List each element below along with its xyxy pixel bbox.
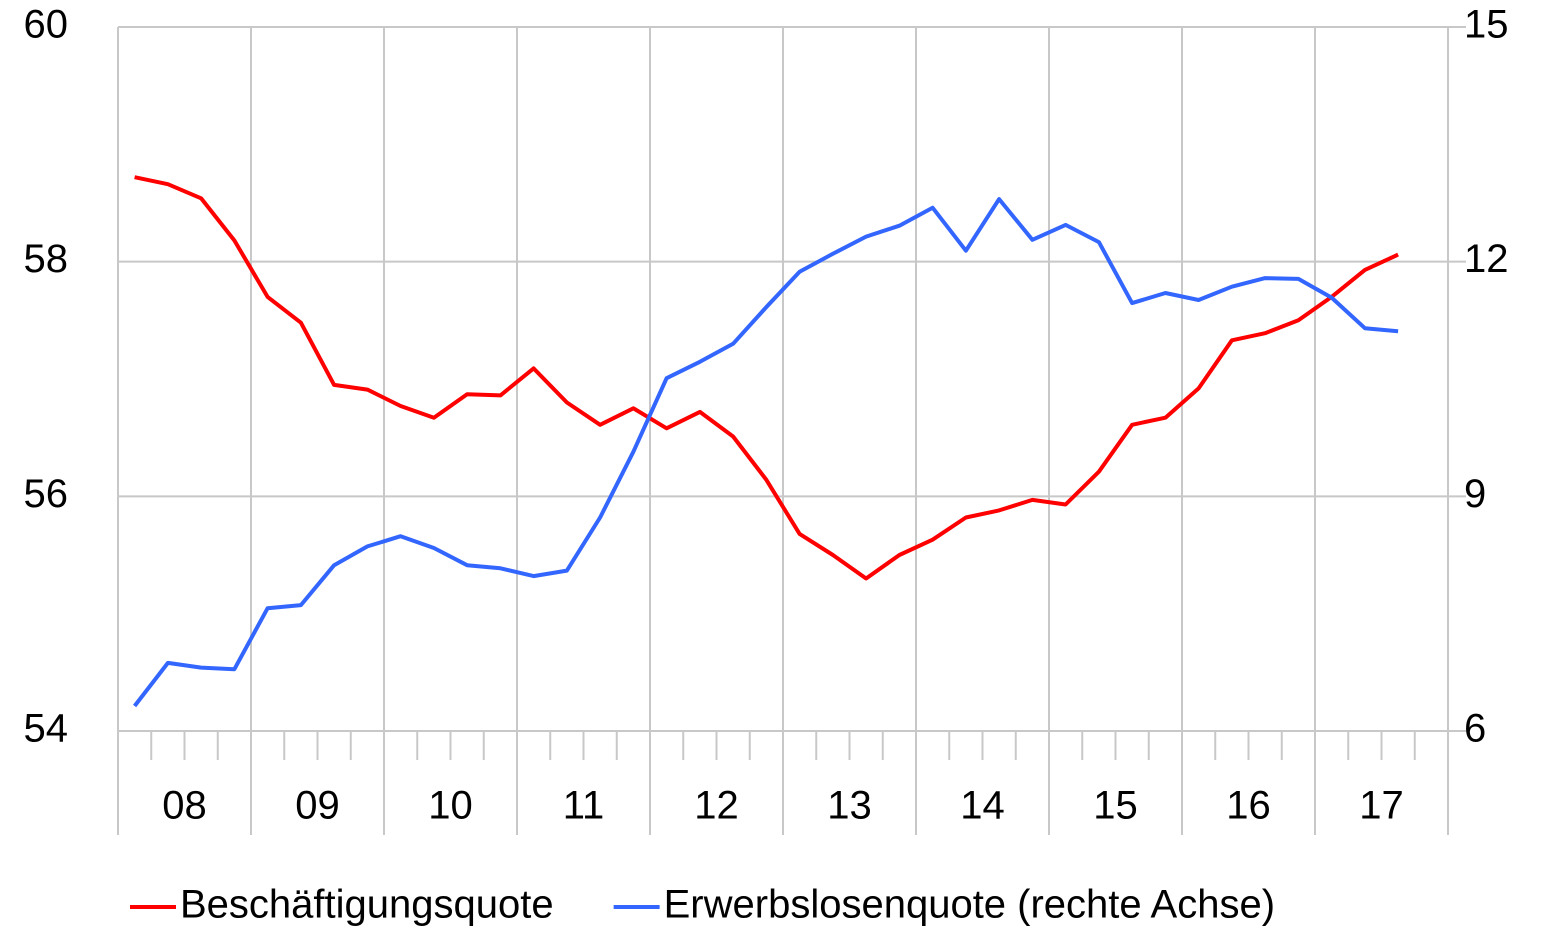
x-tick-label: 17 <box>1359 784 1404 828</box>
y-tick-label: 60 <box>24 3 69 47</box>
x-tick-label: 09 <box>295 784 340 828</box>
y-tick-label: 58 <box>24 237 69 281</box>
x-tick-label: 12 <box>694 784 739 828</box>
y-tick-label: 54 <box>24 707 69 751</box>
x-tick-label: 08 <box>162 784 207 828</box>
legend-label: Erwerbslosenquote (rechte Achse) <box>664 883 1275 927</box>
y2-tick-label: 6 <box>1464 707 1486 751</box>
x-tick-label: 13 <box>827 784 872 828</box>
x-tick-label: 11 <box>563 784 605 828</box>
series-line <box>133 197 1399 708</box>
y2-tick-label: 9 <box>1464 472 1486 516</box>
y2-tick-label: 15 <box>1464 3 1509 47</box>
series-line <box>134 175 1399 581</box>
x-tick-label: 15 <box>1093 784 1138 828</box>
y2-tick-label: 12 <box>1464 237 1509 281</box>
x-tick-label: 16 <box>1226 784 1271 828</box>
x-tick-label: 14 <box>960 784 1005 828</box>
x-tick-label: 10 <box>428 784 473 828</box>
y-tick-label: 56 <box>24 472 69 516</box>
legend-label: Beschäftigungsquote <box>180 883 554 927</box>
